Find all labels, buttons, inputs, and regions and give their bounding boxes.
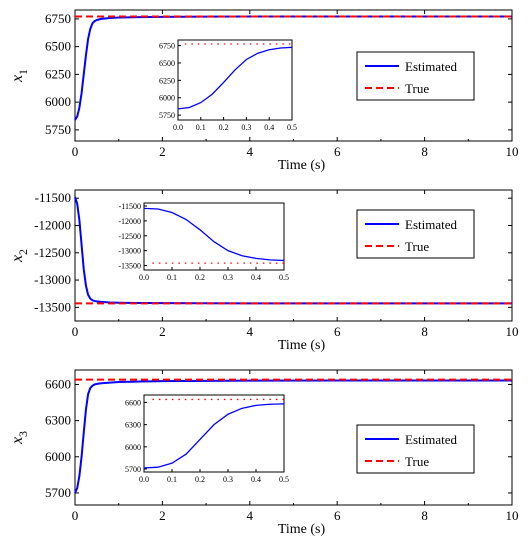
inset-y-tick-label: 5750 — [159, 111, 175, 120]
x-tick-label: 10 — [506, 508, 519, 523]
legend-label: Estimated — [405, 432, 457, 447]
inset-x-tick-label: 0.0 — [139, 475, 149, 484]
legend-box — [356, 51, 475, 101]
inset-x-tick-label: 0.3 — [241, 123, 251, 132]
legend-box — [356, 209, 475, 259]
chart-panel-3: 0 2 4 6 8 10 5700 6000 6300 6600 Time (s) x3 Estimat… — [9, 369, 519, 537]
y-tick-label: -13500 — [34, 299, 71, 314]
x-axis-label: Time (s) — [278, 158, 326, 173]
x-tick-label: 0 — [72, 324, 79, 339]
x-tick-label: 2 — [159, 144, 166, 159]
y-tick-label: 5700 — [45, 485, 71, 500]
inset-y-tick-label: -12500 — [118, 232, 141, 241]
y-tick-label: -12500 — [34, 245, 71, 260]
inset-y-tick-label: 6000 — [159, 94, 175, 103]
inset-x-tick-label: 0.0 — [173, 123, 183, 132]
y-axis-label-sub: 3 — [16, 431, 30, 437]
chart-panel-1: 0 2 4 6 8 10 5750 6000 6250 6500 6750 Time (s) x1 Est… — [9, 9, 519, 173]
inset-x-tick-label: 0.0 — [139, 273, 149, 282]
x-axis-label: Time (s) — [278, 522, 326, 537]
y-tick-label: 6500 — [45, 39, 71, 54]
inset-y-tick-label: 5700 — [125, 465, 141, 474]
inset-x-tick-label: 0.1 — [196, 123, 206, 132]
x-tick-label: 8 — [421, 324, 428, 339]
y-tick-label: -13000 — [34, 272, 71, 287]
y-tick-label: -11500 — [35, 190, 71, 205]
x-tick-label: 0 — [72, 508, 79, 523]
legend-label: Estimated — [405, 59, 457, 74]
inset-x-tick-label: 0.4 — [251, 475, 261, 484]
inset-x-tick-label: 0.4 — [264, 123, 274, 132]
inset-y-tick-label: 6250 — [159, 76, 175, 85]
legend-label: Estimated — [405, 217, 457, 232]
x-tick-label: 4 — [247, 324, 254, 339]
y-axis-label-sub: 1 — [16, 69, 30, 75]
y-axis-label-base: x — [9, 437, 26, 445]
inset-y-tick-label: -11500 — [119, 202, 141, 211]
legend-label: True — [405, 239, 429, 254]
inset-series-estimated — [177, 46, 293, 110]
y-axis-label: x2 — [9, 249, 30, 263]
legend-label: True — [405, 81, 429, 96]
x-axis-label: Time (s) — [278, 338, 326, 353]
chart-panel-2: 0 2 4 6 8 10 -11500 -12000 -12500 -13000 -13500 Tim… — [9, 189, 519, 353]
inset-y-tick-label: 6300 — [125, 421, 141, 430]
inset-x-tick-label: 0.1 — [167, 475, 177, 484]
inset-x-tick-label: 0.1 — [167, 273, 177, 282]
y-axis-label: x3 — [9, 431, 30, 445]
x-tick-label: 2 — [159, 508, 166, 523]
x-tick-label: 8 — [421, 144, 428, 159]
legend-label: True — [405, 454, 429, 469]
inset-plot: 0.0 0.1 0.2 0.3 0.4 0.5 5700 6000 6300 6600 — [125, 394, 289, 484]
y-tick-label: -12000 — [34, 217, 71, 232]
inset-y-tick-label: 6500 — [159, 59, 175, 68]
inset-series-estimated — [143, 403, 285, 469]
inset-x-tick-label: 0.3 — [223, 273, 233, 282]
inset-x-tick-label: 0.5 — [279, 475, 289, 484]
y-tick-label: 6600 — [45, 376, 71, 391]
inset-plot: 0.0 0.1 0.2 0.3 0.4 0.5 -11500 -12000 -12500 -130… — [118, 202, 289, 282]
inset-x-tick-label: 0.5 — [279, 273, 289, 282]
inset-x-tick-label: 0.3 — [223, 475, 233, 484]
inset-y-tick-label: 6600 — [125, 398, 141, 407]
x-tick-label: 10 — [506, 324, 519, 339]
inset-y-tick-label: 6000 — [125, 443, 141, 452]
x-tick-label: 4 — [247, 144, 254, 159]
x-tick-label: 6 — [334, 144, 341, 159]
y-axis-label: x1 — [9, 69, 30, 83]
x-tick-label: 6 — [334, 508, 341, 523]
y-tick-label: 6250 — [45, 66, 71, 81]
inset-series-estimated — [143, 207, 285, 262]
x-tick-label: 6 — [334, 324, 341, 339]
inset-y-tick-label: -13500 — [118, 262, 141, 271]
y-tick-label: 6300 — [45, 413, 71, 428]
y-tick-label: 6750 — [45, 11, 71, 26]
inset-y-tick-label: -12000 — [118, 217, 141, 226]
inset-plot: 0.0 0.1 0.2 0.3 0.4 0.5 5750 6000 6250 6500 6750 — [159, 39, 297, 132]
inset-y-tick-label: -13000 — [118, 247, 141, 256]
y-axis-label-sub: 2 — [16, 249, 30, 255]
x-tick-label: 8 — [421, 508, 428, 523]
inset-x-tick-label: 0.4 — [251, 273, 261, 282]
inset-frame — [177, 39, 293, 121]
x-tick-label: 4 — [247, 508, 254, 523]
inset-frame — [143, 202, 285, 271]
inset-y-tick-label: 6750 — [159, 42, 175, 51]
y-tick-label: 6000 — [45, 94, 71, 109]
series-line-estimated — [74, 379, 512, 494]
inset-x-tick-label: 0.2 — [195, 273, 205, 282]
y-tick-label: 6000 — [45, 449, 71, 464]
inset-x-tick-label: 0.2 — [219, 123, 229, 132]
y-tick-label: 5750 — [45, 122, 71, 137]
y-axis-label-base: x — [9, 75, 26, 83]
inset-frame — [143, 394, 285, 473]
inset-x-tick-label: 0.2 — [195, 475, 205, 484]
legend-box — [356, 424, 475, 474]
y-axis-label-base: x — [9, 255, 26, 263]
x-tick-label: 0 — [72, 144, 79, 159]
x-tick-label: 2 — [159, 324, 166, 339]
x-tick-label: 10 — [506, 144, 519, 159]
inset-x-tick-label: 0.5 — [287, 123, 297, 132]
